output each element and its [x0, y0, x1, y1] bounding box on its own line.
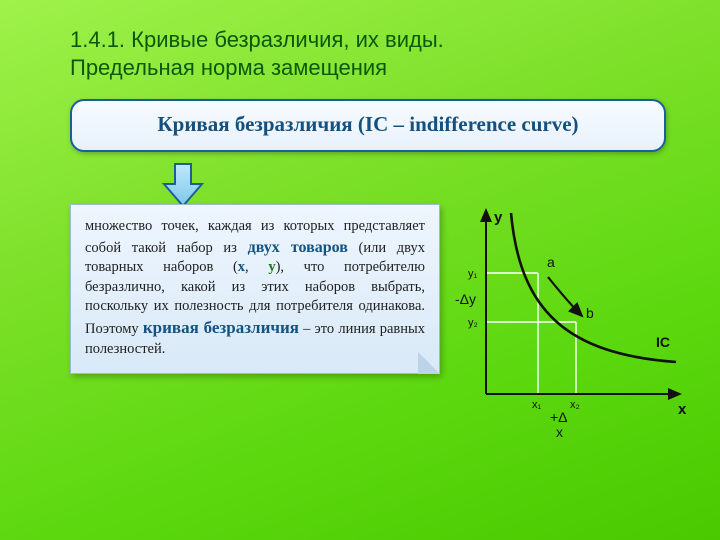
slide-title: 1.4.1. Кривые безразличия, их виды. Пред… [70, 26, 660, 81]
arrow-container [70, 162, 720, 208]
tick-y1: y₁ [468, 268, 478, 280]
desc-em-curve: кривая безразличия [143, 318, 299, 337]
desc-y: y [268, 259, 275, 275]
delta-x-label-bot: x [556, 424, 563, 440]
indifference-curve-chart: xyICabx₁x₂y₁y₂-Δy+Δx [458, 204, 688, 434]
point-a-label: a [547, 254, 555, 270]
indifference-curve [511, 213, 676, 362]
title-line2: Предельная норма замещения [70, 55, 387, 80]
x-axis-label: x [678, 401, 687, 418]
desc-em-two-goods: двух товаров [248, 239, 348, 256]
point-b-label: b [586, 305, 594, 321]
tick-x2: x₂ [570, 399, 580, 411]
definition-text: Кривая безразличия (IC – indifference cu… [157, 112, 578, 136]
tick-y2: y₂ [468, 317, 478, 329]
desc-comma: , [245, 259, 268, 275]
description-box: множество точек, каждая из которых предс… [70, 204, 440, 374]
down-arrow-icon [160, 162, 206, 208]
delta-x-label-top: +Δ [550, 409, 568, 425]
move-arrow-icon [548, 277, 582, 316]
title-line1: 1.4.1. Кривые безразличия, их виды. [70, 27, 444, 52]
y-axis-label: y [494, 209, 503, 226]
curve-label: IC [656, 334, 670, 350]
definition-box: Кривая безразличия (IC – indifference cu… [70, 99, 666, 152]
desc-x: x [238, 259, 245, 275]
tick-x1: x₁ [532, 399, 542, 411]
delta-y-label: -Δy [455, 291, 476, 307]
